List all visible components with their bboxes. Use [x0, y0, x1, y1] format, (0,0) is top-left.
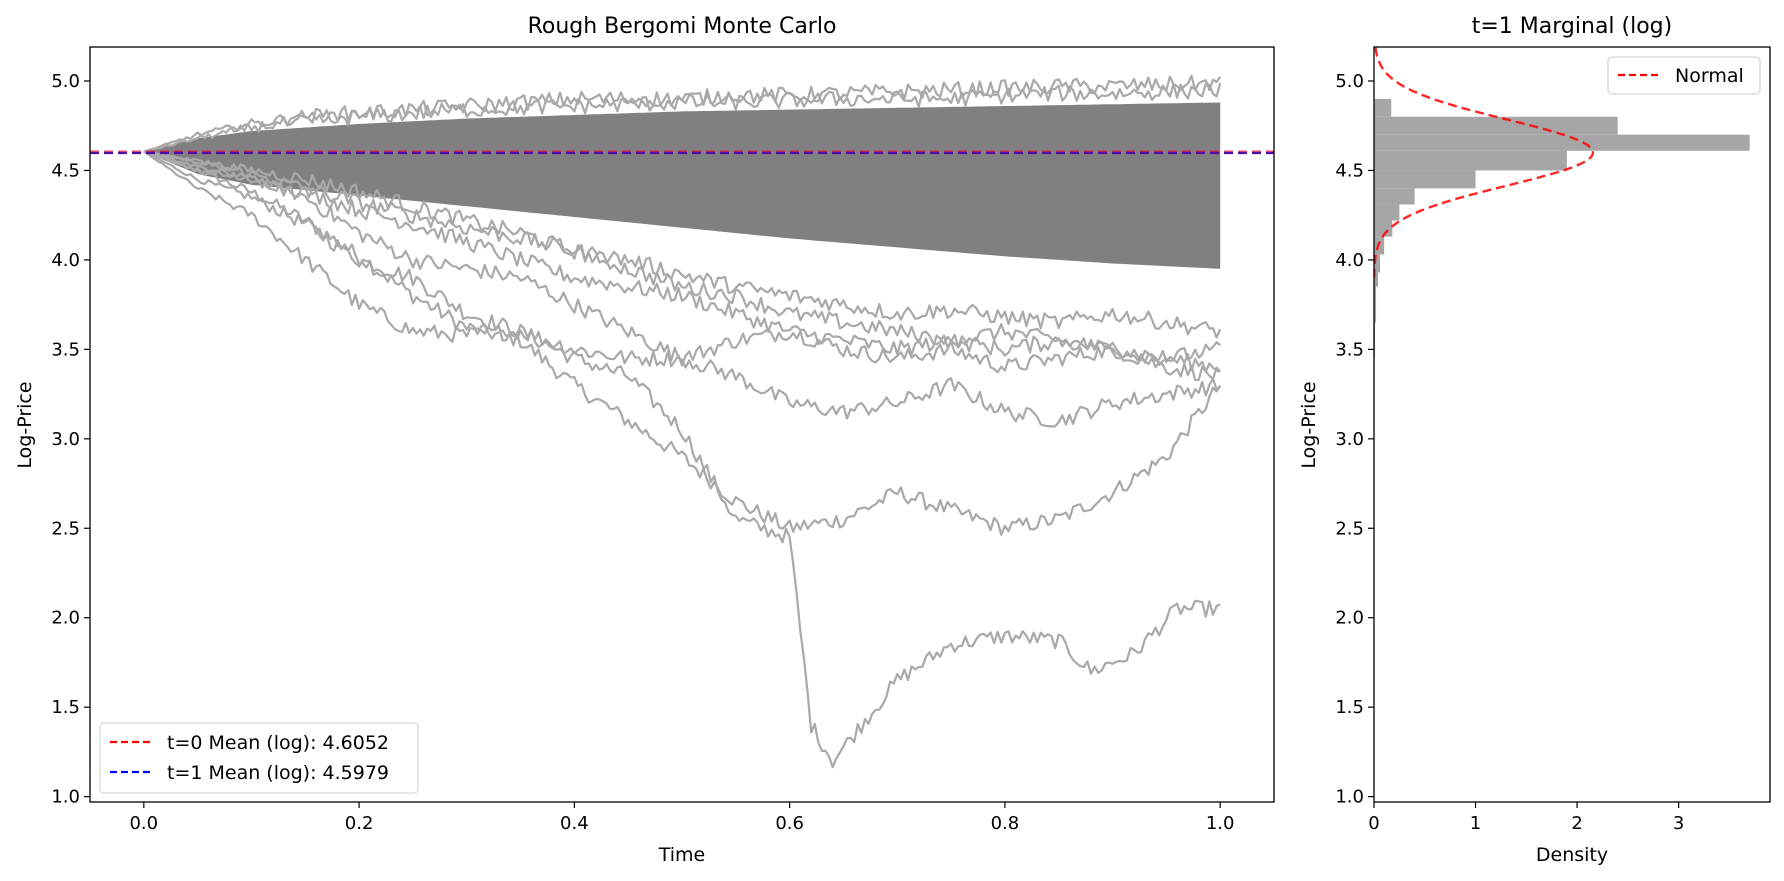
x-tick-label: 0.0 [129, 813, 158, 834]
histogram-bars [1374, 98, 1750, 359]
y-tick-label: 3.5 [1335, 339, 1364, 360]
y-tick-label: 2.5 [51, 518, 80, 539]
y-tick-label: 4.5 [51, 160, 80, 181]
marginal-y-axis-label: Log-Price [1298, 381, 1320, 468]
paths-band [143, 102, 1221, 269]
main-x-ticks: 0.0 0.2 0.4 0.6 0.8 1.0 [129, 802, 1235, 834]
marginal-x-axis-label: Density [1536, 844, 1608, 866]
y-tick-label: 4.0 [1335, 250, 1364, 271]
paths-layer [143, 74, 1222, 769]
paths-band-layer [143, 102, 1221, 269]
histogram-bar [1374, 254, 1381, 273]
histogram-bar [1374, 134, 1750, 151]
x-tick-label: 1 [1470, 813, 1481, 834]
y-tick-label: 1.5 [51, 697, 80, 718]
y-tick-label: 5.0 [1335, 71, 1364, 92]
x-tick-label: 0 [1368, 813, 1379, 834]
histogram-bar [1374, 286, 1377, 305]
marginal-legend-box [1607, 56, 1761, 95]
mean-lines-layer [90, 150, 1274, 155]
normal-fit-layer [1374, 47, 1595, 278]
y-tick-label: 1.0 [1335, 787, 1364, 808]
x-tick-label: 0.2 [345, 813, 374, 834]
y-tick-label: 3.0 [51, 429, 80, 450]
simulated-path-line [143, 82, 1222, 153]
simulated-path-line [143, 150, 1222, 339]
histogram-bar [1374, 116, 1618, 135]
x-tick-label: 0.8 [991, 813, 1020, 834]
histogram-bar [1374, 204, 1400, 221]
marginal-y-ticks: 1.0 1.5 2.0 2.5 3.0 3.5 4.0 4.5 5.0 [1335, 71, 1374, 808]
histogram-bar [1374, 304, 1377, 323]
simulated-path-line [143, 150, 1221, 428]
legend-label-t1-mean: t=1 Mean (log): 4.5979 [167, 762, 389, 784]
histogram-bar [1374, 170, 1476, 189]
y-tick-label: 2.0 [1335, 608, 1364, 629]
legend-label-t0-mean: t=0 Mean (log): 4.6052 [167, 732, 389, 754]
marginal-plot-frame [1373, 46, 1771, 803]
y-tick-label: 3.5 [51, 339, 80, 360]
y-tick-label: 3.0 [1335, 429, 1364, 450]
histogram-bar [1374, 272, 1379, 287]
simulated-path-line [143, 150, 1221, 366]
legend-label-normal: Normal [1675, 65, 1744, 87]
y-tick-label: 5.0 [51, 71, 80, 92]
main-y-ticks: 1.0 1.5 2.0 2.5 3.0 3.5 4.0 4.5 5.0 [51, 71, 90, 808]
marginal-chart: 0 1 2 3 1.0 1.5 2.0 2.5 3.0 3.5 4.0 4.5 5.0 t=1 Mar… [1298, 14, 1771, 866]
y-tick-label: 1.0 [51, 787, 80, 808]
main-y-axis-label: Log-Price [14, 381, 36, 468]
main-chart: 0.0 0.2 0.4 0.6 0.8 1.0 1.0 1.5 2.0 2.5 3.0 3.5 4.0… [14, 14, 1275, 866]
main-x-axis-label: Time [658, 844, 706, 866]
x-tick-label: 1.0 [1206, 813, 1235, 834]
main-plot-frame [89, 46, 1275, 803]
histogram-bar [1374, 188, 1415, 205]
simulated-path-line [143, 150, 1221, 373]
y-tick-label: 4.0 [51, 250, 80, 271]
marginal-chart-title: t=1 Marginal (log) [1472, 14, 1672, 39]
histogram-bar [1374, 98, 1392, 117]
x-tick-label: 0.6 [775, 813, 804, 834]
main-chart-title: Rough Bergomi Monte Carlo [528, 14, 837, 39]
y-tick-label: 4.5 [1335, 160, 1364, 181]
normal-fit-curve [1374, 47, 1595, 278]
marginal-legend: Normal [1607, 56, 1761, 95]
x-tick-label: 3 [1673, 813, 1684, 834]
y-tick-label: 2.5 [1335, 518, 1364, 539]
main-legend-box [99, 722, 419, 794]
simulated-path-line [143, 150, 1221, 769]
histogram-bar [1374, 150, 1567, 171]
y-tick-label: 1.5 [1335, 697, 1364, 718]
histogram-bar [1374, 220, 1393, 237]
x-tick-label: 0.4 [560, 813, 589, 834]
x-tick-label: 2 [1571, 813, 1582, 834]
marginal-x-ticks: 0 1 2 3 [1368, 802, 1684, 834]
simulated-path-line [143, 150, 1222, 382]
main-legend: t=0 Mean (log): 4.6052 t=1 Mean (log): 4… [99, 722, 419, 794]
y-tick-label: 2.0 [51, 608, 80, 629]
